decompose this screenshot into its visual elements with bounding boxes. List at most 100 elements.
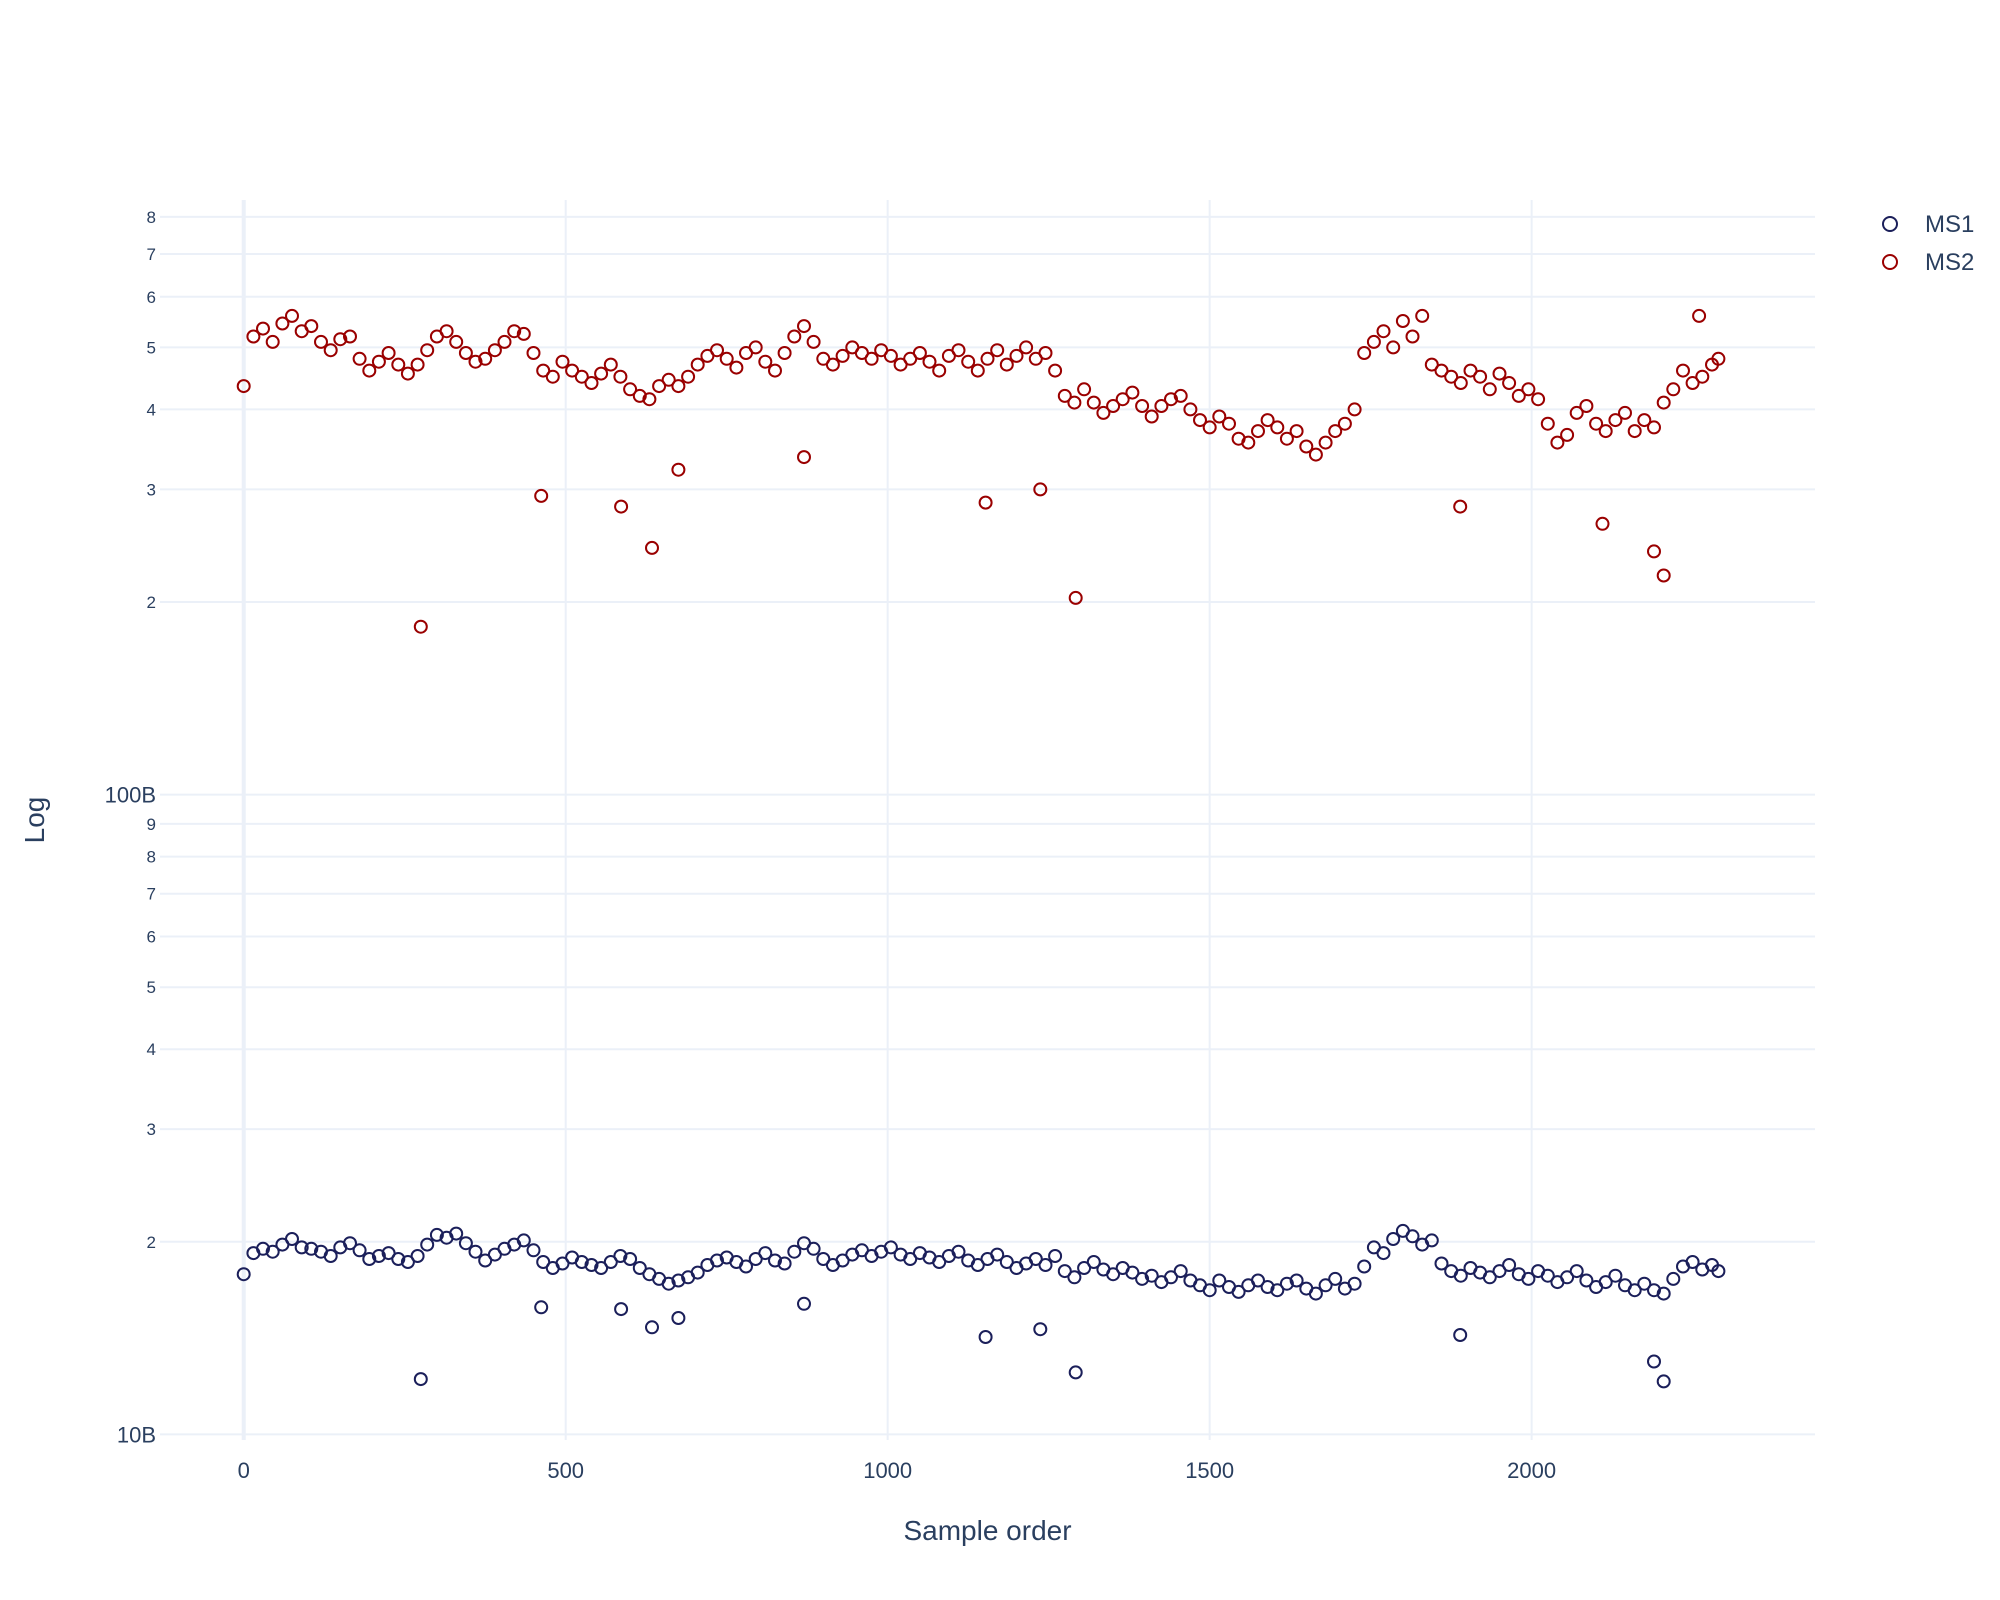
ms2-data-point [1395,314,1410,328]
y-minor-tick-label: 3 [147,480,156,499]
ms1-data-point [690,1265,705,1280]
ms1-data-point [1231,1284,1246,1299]
ms2-data-point [565,363,580,378]
ms2-data-point [1637,413,1652,428]
ms2-data-point [1038,346,1053,360]
ms1-data-point [970,1258,985,1272]
ms1-data-point [883,1240,898,1255]
ms2-data-point [1144,409,1159,424]
ms2-data-point [304,319,319,334]
ms2-data-point [439,324,454,339]
ms2-data-point [507,324,522,339]
ms1-data-point [526,1243,541,1258]
ms2-data-point [236,379,251,394]
ms2-data-point [661,372,676,387]
ms2-data-point [1135,399,1150,413]
y-minor-tick-label: 4 [147,400,156,419]
ms1-data-point [623,1252,638,1266]
ms2-data-point [1376,324,1391,339]
ms2-data-point [1019,340,1034,355]
ms1-data-point [1492,1264,1507,1279]
y-minor-tick-label: 2 [147,593,156,612]
ms2-data-point [1405,329,1420,344]
ms2-data-point [1531,392,1546,407]
ms2-data-point [1424,357,1439,372]
ms2-data-point [864,351,879,366]
ms1-data-point [256,1241,270,1256]
ms1-data-point [739,1259,753,1274]
ms1-legend-label: MS1 [1925,211,1974,238]
ms2-data-point [400,366,415,381]
ms2-data-point [1598,424,1613,439]
ms1-data-point [1502,1258,1517,1272]
ms1-data-point [1608,1268,1623,1283]
y-minor-tick-label: 7 [147,885,156,904]
ms1-data-point [362,1252,377,1266]
ms2-data-point [256,321,270,336]
y-minor-tick-label: 7 [147,245,156,264]
ms2-data-point [922,354,937,369]
ms1-data-point [1434,1256,1449,1271]
ms2-data-point [1357,346,1372,360]
ms1-data-point [758,1246,773,1261]
ms1-data-point [400,1255,415,1269]
ms1-data-point [410,1249,425,1263]
ms1-data-point [1308,1286,1323,1301]
ms2-data-point [497,334,512,349]
ms1-data-point [1569,1264,1584,1279]
ms2-data-point [710,343,724,358]
ms2-data-point [1550,435,1565,450]
ms2-data-point [1521,382,1536,397]
ms1-data-point [1106,1267,1121,1282]
ms2-data-point [1096,405,1111,420]
ms1-data-point [1647,1354,1661,1369]
ms2-data-point [1692,308,1707,323]
ms1-data-point [1164,1270,1178,1285]
ms2-data-point [623,382,638,397]
y-major-tick-label: 100B [105,783,156,808]
ms2-data-point [1434,363,1449,378]
ms2-data-point [1289,424,1304,439]
ms2-data-point [652,379,667,394]
ms1-data-point [1289,1273,1304,1288]
ms2-data-point [1067,395,1082,410]
ms2-data-point [1502,376,1517,390]
ms2-data-point [1656,568,1671,583]
ms1-data-point [1212,1273,1227,1288]
ms2-data-point [1328,424,1343,439]
ms2-data-point [1057,388,1072,403]
ms1-data-point [614,1302,629,1317]
y-minor-tick-label: 2 [147,1233,156,1252]
ms1-data-point [371,1249,386,1263]
y-minor-tick-label: 4 [147,1040,156,1059]
ms1-data-point [797,1296,811,1311]
ms2-data-point [603,357,618,372]
ms1-data-point [516,1233,531,1248]
ms1-data-point [1086,1255,1101,1269]
ms2-data-point [1463,363,1478,378]
ms1-legend-marker [1882,216,1898,232]
ms1-data-point [304,1241,319,1256]
ms1-data-point [632,1261,647,1275]
ms2-legend-marker [1882,254,1898,270]
ms1-data-point [806,1241,821,1256]
ms1-data-point [584,1258,599,1272]
ms1-data-point [1424,1233,1439,1248]
x-tick-label: 500 [547,1458,584,1483]
x-tick-label: 1000 [863,1458,912,1483]
ms1-data-point [1318,1278,1333,1293]
axis-layer: 10B 100B 2 3 4 5 6 7 8 9 2 3 4 5 6 7 8 0 500 1000 1500 2000 [105,208,1557,1483]
grid-layer [160,200,1815,1440]
ms2-data-point [671,462,686,477]
ms2-data-point [951,343,966,358]
ms1-data-point [1560,1270,1575,1285]
ms1-data-point [1279,1276,1294,1291]
ms1-data-point [1135,1271,1150,1286]
ms2-data-point [932,363,947,378]
ms1-data-point [1405,1229,1420,1244]
ms2-data-point [1656,395,1671,410]
ms2-data-point [1347,402,1362,417]
ms1-data-point [574,1255,589,1269]
ms2-data-point [574,369,589,384]
